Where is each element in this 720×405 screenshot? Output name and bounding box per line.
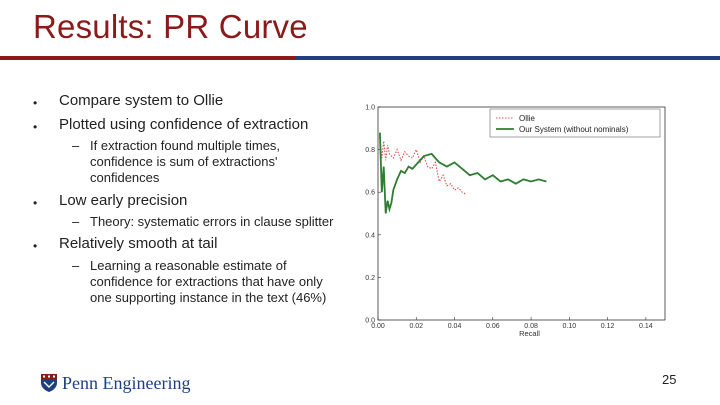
plot-frame: [377, 106, 666, 321]
y-tick-label: 1.0: [365, 105, 375, 112]
sub-bullet-dash: –: [72, 138, 80, 153]
logo-text: Penn Engineering: [62, 372, 191, 393]
page-number: 25: [662, 372, 677, 387]
x-tick-label: 0.00: [371, 323, 385, 330]
series-line-ollie: [379, 136, 467, 195]
title-rule-left: [0, 56, 296, 60]
bullet-4-text: Relatively smooth at tail: [59, 235, 218, 252]
slide-title: Results: PR Curve: [33, 8, 308, 45]
y-tick-label: 0.8: [365, 147, 375, 154]
x-tick-label: 0.12: [601, 323, 615, 330]
sub-bullet-dash: –: [72, 214, 80, 229]
y-tick-label: 0.0: [365, 318, 375, 325]
x-tick-label: 0.06: [486, 323, 500, 330]
x-axis-title: Recall: [519, 329, 540, 338]
x-tick-label: 0.14: [639, 323, 653, 330]
bullet-2-text: Plotted using confidence of extraction: [59, 116, 309, 133]
bullet-marker: •: [33, 120, 38, 134]
bullet-marker: •: [33, 196, 38, 210]
bullet-3-text: Low early precision: [59, 192, 188, 209]
title-rule-right: [296, 56, 720, 60]
legend-box: [489, 108, 661, 138]
sub-bullet-4-line-3: one supporting instance in the text (46%…: [90, 290, 327, 305]
sub-bullet-2-line-2: confidence is sum of extractions': [90, 154, 278, 169]
legend-label: Our System (without nominals): [519, 125, 629, 134]
legend-label: Ollie: [519, 114, 536, 123]
x-tick-label: 0.02: [409, 323, 423, 330]
bullet-marker: •: [33, 96, 38, 110]
x-tick-label: 0.10: [563, 323, 577, 330]
pr-curve-chart: 0.0 0.2 0.4 0.6 0.8 1.0 0.00 0.02 0.04 0.06 0.08 0.…: [365, 105, 666, 338]
y-tick-label: 0.2: [365, 275, 375, 282]
sub-bullet-2-line-3: confidences: [90, 170, 160, 185]
sub-bullet-3-line-1: Theory: systematic errors in clause spli…: [90, 214, 334, 229]
y-tick-label: 0.6: [365, 190, 375, 197]
penn-shield-icon: [41, 374, 57, 392]
sub-bullet-2-line-1: If extraction found multiple times,: [90, 138, 281, 153]
sub-bullet-4-line-2: confidence for extractions that have onl…: [90, 274, 323, 289]
x-tick-label: 0.08: [524, 323, 538, 330]
series-line-our-system: [379, 132, 547, 214]
sub-bullet-dash: –: [72, 258, 80, 273]
sub-bullet-4-line-1: Learning a reasonable estimate of: [90, 258, 287, 273]
x-tick-label: 0.04: [448, 323, 462, 330]
y-tick-label: 0.4: [365, 232, 375, 239]
bullet-1-text: Compare system to Ollie: [59, 92, 224, 109]
penn-engineering-logo: Penn Engineering: [40, 372, 190, 394]
bullet-marker: •: [33, 239, 38, 253]
